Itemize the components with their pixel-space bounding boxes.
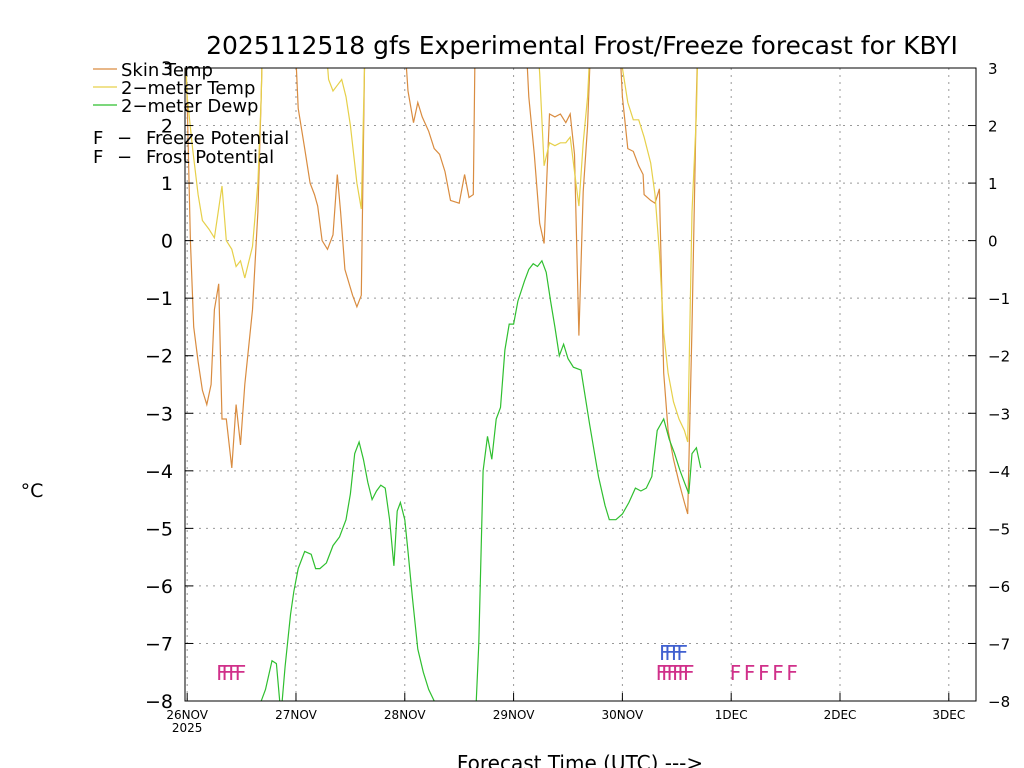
frost-potential-row-marker: F: [665, 641, 677, 665]
y-tick-label-right: −8: [988, 693, 1010, 711]
y-tick-label-right: −3: [988, 405, 1010, 423]
x-tick-label: 27NOV: [275, 708, 317, 722]
x-tick-label: 3DEC: [932, 708, 965, 722]
y-axis-unit-label: °C: [21, 480, 44, 502]
legend-label: Frost Potential: [146, 147, 274, 168]
freeze-potential-row-marker: F: [672, 661, 684, 685]
freeze-potential-row-marker: F: [228, 661, 240, 685]
freeze-potential-row-marker: F: [667, 661, 679, 685]
y-tick-label-left: −3: [145, 403, 173, 425]
y-tick-label-right: −4: [988, 463, 1010, 481]
x-tick-label: 2DEC: [824, 708, 857, 722]
axes: −8 −8 −7 −7 −6 −6 −5 −5 −4 −4 −3 −3 −2 −2 −1 −1 0 0 1 1 2 2 3 3…: [145, 58, 1010, 735]
frost-potential-row-marker: F: [659, 641, 671, 665]
freeze-potential-row-marker: F: [683, 661, 695, 685]
y-tick-label-right: −6: [988, 578, 1010, 596]
freeze-potential-row-marker: F: [786, 661, 798, 685]
x-tick-label: 29NOV: [493, 708, 535, 722]
frost-potential-row-marker: F: [676, 641, 688, 665]
plot-frame: [184, 67, 977, 702]
x-tick-label: 28NOV: [384, 708, 426, 722]
freeze-potential-row-marker: F: [216, 661, 228, 685]
grid-lines: [185, 68, 976, 701]
series-skin-temp: [185, 68, 698, 515]
freeze-potential-row-marker: F: [661, 661, 673, 685]
y-tick-label-right: 2: [988, 118, 998, 136]
x-tick-label: 30NOV: [602, 708, 644, 722]
y-tick-label-left: 3: [161, 58, 173, 80]
freeze-potential-row-marker: F: [730, 661, 742, 685]
y-tick-label-left: −7: [145, 633, 173, 655]
legend-marker: F: [93, 147, 103, 168]
freeze-potential-row-marker: F: [656, 661, 668, 685]
y-tick-label-right: 3: [988, 60, 998, 78]
legend-label: 2−meter Dewp: [121, 96, 258, 117]
legend-separator: −: [117, 128, 132, 149]
freeze-potential-row-marker: F: [772, 661, 784, 685]
legend-marker: F: [93, 128, 103, 149]
y-tick-label-left: −8: [145, 691, 173, 713]
x-tick-sublabel: 2025: [172, 721, 203, 735]
frost-potential-row-marker: F: [671, 641, 683, 665]
y-tick-label-left: 2: [161, 116, 173, 138]
y-tick-label-right: −2: [988, 348, 1010, 366]
y-tick-label-right: −1: [988, 290, 1010, 308]
chart-title: 2025112518 gfs Experimental Frost/Freeze…: [206, 31, 958, 60]
y-tick-label-right: 0: [988, 233, 998, 251]
y-tick-label-right: 1: [988, 175, 998, 193]
y-tick-label-left: 1: [161, 173, 173, 195]
y-tick-label-right: −7: [988, 635, 1010, 653]
legend-label: Skin Temp: [121, 60, 213, 81]
y-tick-label-left: −6: [145, 576, 173, 598]
series-2-meter-temp: [185, 68, 698, 443]
legend-label: Freeze Potential: [146, 128, 289, 149]
freeze-potential-row-marker: F: [222, 661, 234, 685]
freeze-potential-row-marker: F: [235, 661, 247, 685]
y-tick-label-left: −5: [145, 518, 173, 540]
legend-separator: −: [117, 147, 132, 168]
x-tick-label: 1DEC: [715, 708, 748, 722]
series-lines: [185, 68, 702, 701]
x-axis-label: Forecast Time (UTC) --->: [457, 751, 703, 768]
y-tick-label-left: −1: [145, 288, 173, 310]
y-tick-label-left: 0: [161, 231, 173, 253]
series-2-meter-dewp: [260, 259, 702, 701]
freeze-potential-row-marker: F: [678, 661, 690, 685]
y-tick-label-left: −2: [145, 346, 173, 368]
freeze-potential-row-marker: F: [744, 661, 756, 685]
freeze-potential-row-marker: F: [758, 661, 770, 685]
y-tick-label-left: −4: [145, 461, 173, 483]
y-tick-label-right: −5: [988, 520, 1010, 538]
x-tick-label: 26NOV: [166, 708, 208, 722]
legend-label: 2−meter Temp: [121, 78, 255, 99]
